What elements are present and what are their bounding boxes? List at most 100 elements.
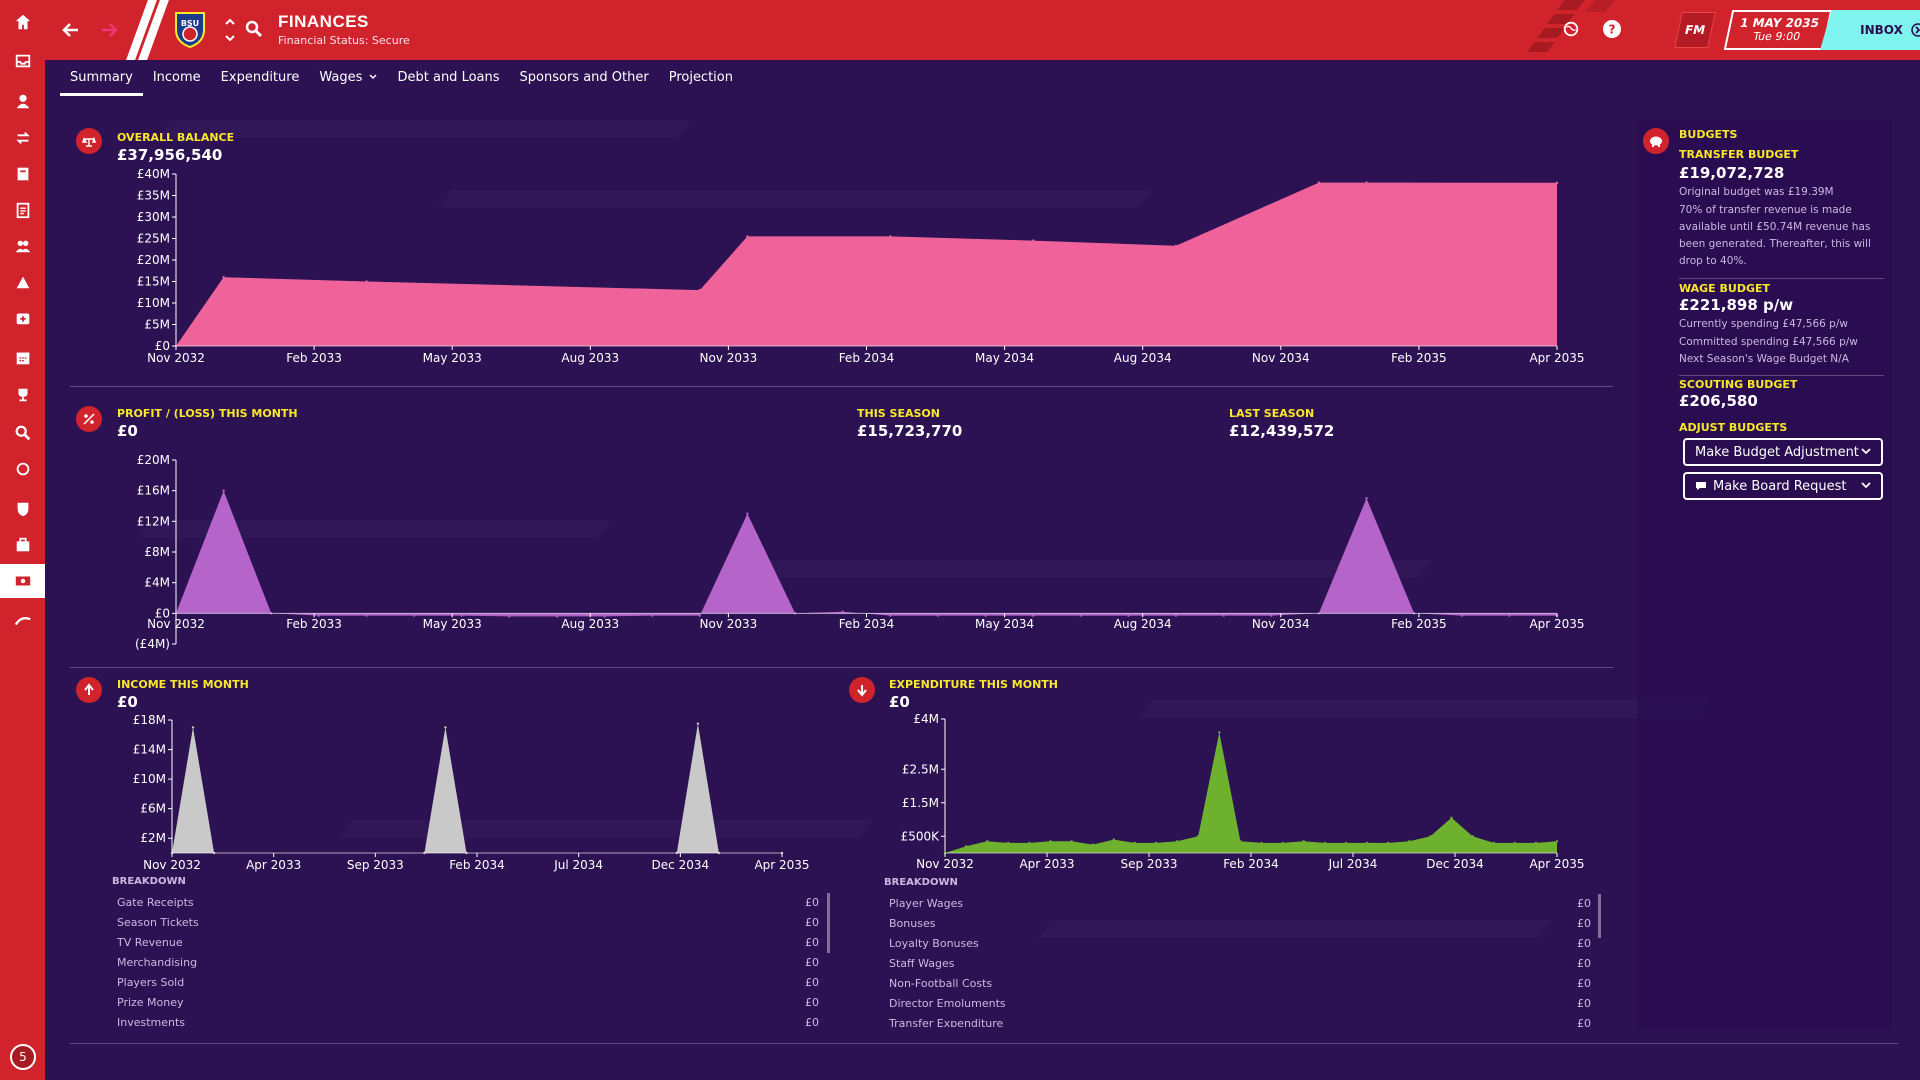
profit-title: PROFIT / (LOSS) THIS MONTH bbox=[117, 407, 298, 420]
forward-arrow-icon[interactable] bbox=[97, 18, 121, 42]
dynamics-icon[interactable] bbox=[0, 157, 45, 191]
y-tick-label: £4M bbox=[913, 712, 939, 726]
balance-data-point bbox=[889, 235, 892, 238]
breakdown-label: Staff Wages bbox=[889, 957, 955, 970]
tab-debt-and-loans[interactable]: Debt and Loans bbox=[397, 70, 500, 85]
x-tick-label: Dec 2034 bbox=[1426, 857, 1484, 871]
globe-icon[interactable] bbox=[1560, 18, 1582, 40]
breakdown-row[interactable]: Non-Football Costs £0 bbox=[889, 977, 1591, 997]
profit-loss-chart: (£4M) £0 £4M £8M £12M £16M £20M Nov 2032 Feb 203… bbox=[135, 453, 1585, 651]
finances-icon[interactable] bbox=[0, 564, 45, 598]
tab-projection[interactable]: Projection bbox=[668, 70, 733, 85]
y-tick-label: £2M bbox=[140, 831, 166, 845]
y-tick-label: £10M bbox=[137, 296, 170, 310]
transfers-icon[interactable] bbox=[0, 121, 45, 155]
profit-data-point bbox=[1222, 614, 1225, 617]
club-badge-icon[interactable]: BSU bbox=[173, 10, 207, 48]
overall-balance-title: OVERALL BALANCE bbox=[117, 131, 235, 144]
income-data-point bbox=[696, 722, 700, 725]
staff-icon[interactable] bbox=[0, 229, 45, 263]
x-tick-label: Feb 2034 bbox=[449, 858, 505, 872]
profit-data-point bbox=[1127, 614, 1130, 617]
make-board-request-button[interactable]: Make Board Request bbox=[1683, 472, 1883, 500]
make-budget-adjustment-button[interactable]: Make Budget Adjustment bbox=[1683, 438, 1883, 466]
inbox-icon[interactable] bbox=[0, 44, 45, 78]
x-tick-label: Apr 2035 bbox=[1529, 857, 1584, 871]
squad-icon[interactable] bbox=[0, 84, 45, 118]
breakdown-row[interactable]: Gate Receipts £0 bbox=[117, 896, 819, 916]
transfer-budget-value: £19,072,728 bbox=[1679, 164, 1785, 182]
breakdown-label: Non-Football Costs bbox=[889, 977, 993, 990]
income-breakdown-title: BREAKDOWN bbox=[112, 876, 186, 887]
last-season-title: LAST SEASON bbox=[1229, 407, 1315, 420]
breakdown-value: £0 bbox=[1577, 1017, 1591, 1027]
inbox-label: INBOX bbox=[1860, 23, 1903, 37]
dev-centre-icon[interactable] bbox=[0, 604, 45, 638]
income-chart: £2M £6M £10M £14M £18M Nov 2032 Apr 2033 Sep 20… bbox=[133, 713, 810, 872]
x-tick-label: Feb 2033 bbox=[286, 351, 342, 365]
breakdown-row[interactable]: Director Emoluments £0 bbox=[889, 997, 1591, 1017]
profit-data-point bbox=[698, 614, 701, 617]
breakdown-label: Transfer Expenditure bbox=[889, 1017, 1004, 1027]
x-tick-label: Nov 2032 bbox=[916, 857, 974, 871]
breakdown-row[interactable]: Prize Money £0 bbox=[117, 996, 819, 1016]
breakdown-row[interactable]: Bonuses £0 bbox=[889, 917, 1591, 937]
scouting-icon[interactable] bbox=[0, 416, 45, 450]
y-tick-label: £2.5M bbox=[902, 762, 939, 776]
help-icon[interactable]: ? bbox=[1601, 18, 1623, 40]
tab-wages[interactable]: Wages bbox=[309, 68, 387, 96]
breakdown-label: Investments bbox=[117, 1016, 186, 1026]
wage-next-season: Next Season's Wage Budget N/A bbox=[1679, 353, 1849, 365]
tab-summary[interactable]: Summary bbox=[60, 68, 143, 96]
expenditure-data-point bbox=[1281, 841, 1284, 845]
level-badge[interactable]: 5 bbox=[10, 1044, 36, 1070]
breakdown-row[interactable]: Loyalty Bonuses £0 bbox=[889, 937, 1591, 957]
profit-data-point bbox=[222, 489, 225, 492]
club-vision-icon[interactable] bbox=[0, 528, 45, 562]
breakdown-row[interactable]: Investments £0 bbox=[117, 1016, 819, 1026]
wage-budget-value: £221,898 p/w bbox=[1679, 296, 1794, 314]
breakdown-row[interactable]: Season Tickets £0 bbox=[117, 916, 819, 936]
tab-sponsors[interactable]: Sponsors and Other bbox=[519, 70, 649, 85]
expenditure-data-point bbox=[1450, 816, 1453, 819]
data-hub-icon[interactable] bbox=[0, 452, 45, 486]
expenditure-data-point bbox=[964, 845, 968, 848]
tab-income[interactable]: Income bbox=[152, 70, 201, 85]
x-tick-label: Nov 2032 bbox=[147, 351, 205, 365]
report-icon[interactable] bbox=[0, 193, 45, 227]
home-icon[interactable] bbox=[0, 5, 45, 39]
overall-balance-value: £37,956,540 bbox=[117, 146, 223, 164]
breakdown-row[interactable]: Player Wages £0 bbox=[889, 897, 1591, 917]
y-tick-label: £500K bbox=[901, 829, 941, 843]
profit-data-point bbox=[1508, 614, 1511, 617]
expenditure-scrollbar[interactable] bbox=[1598, 894, 1601, 938]
club-switcher-icon[interactable] bbox=[224, 16, 236, 44]
income-scrollbar[interactable] bbox=[827, 893, 830, 953]
competitions-icon[interactable] bbox=[0, 378, 45, 412]
x-tick-label: Apr 2033 bbox=[246, 858, 301, 872]
profit-data-point bbox=[651, 614, 654, 617]
search-icon[interactable] bbox=[245, 20, 263, 38]
breakdown-value: £0 bbox=[805, 1016, 819, 1026]
profit-data-point bbox=[1270, 614, 1273, 617]
profit-value: £0 bbox=[117, 422, 138, 440]
back-arrow-icon[interactable] bbox=[59, 18, 83, 42]
expenditure-data-point bbox=[1091, 843, 1094, 846]
y-tick-label: £12M bbox=[137, 514, 170, 528]
income-value: £0 bbox=[117, 693, 138, 711]
training-icon[interactable] bbox=[0, 265, 45, 299]
y-tick-label: £40M bbox=[137, 167, 170, 181]
breakdown-row[interactable]: Players Sold £0 bbox=[117, 976, 819, 996]
fm-menu-button[interactable]: FM bbox=[1674, 12, 1716, 48]
tab-expenditure[interactable]: Expenditure bbox=[220, 70, 300, 85]
inbox-button[interactable]: INBOX bbox=[1820, 10, 1920, 50]
date-display[interactable]: 1 MAY 2035 Tue 9:00 bbox=[1723, 10, 1833, 50]
profit-data-point bbox=[841, 610, 844, 613]
breakdown-row[interactable]: Transfer Expenditure £0 bbox=[889, 1017, 1591, 1027]
breakdown-row[interactable]: TV Revenue £0 bbox=[117, 936, 819, 956]
club-info-icon[interactable] bbox=[0, 492, 45, 526]
medical-icon[interactable] bbox=[0, 301, 45, 335]
schedule-icon[interactable] bbox=[0, 341, 45, 375]
breakdown-row[interactable]: Merchandising £0 bbox=[117, 956, 819, 976]
breakdown-row[interactable]: Staff Wages £0 bbox=[889, 957, 1591, 977]
